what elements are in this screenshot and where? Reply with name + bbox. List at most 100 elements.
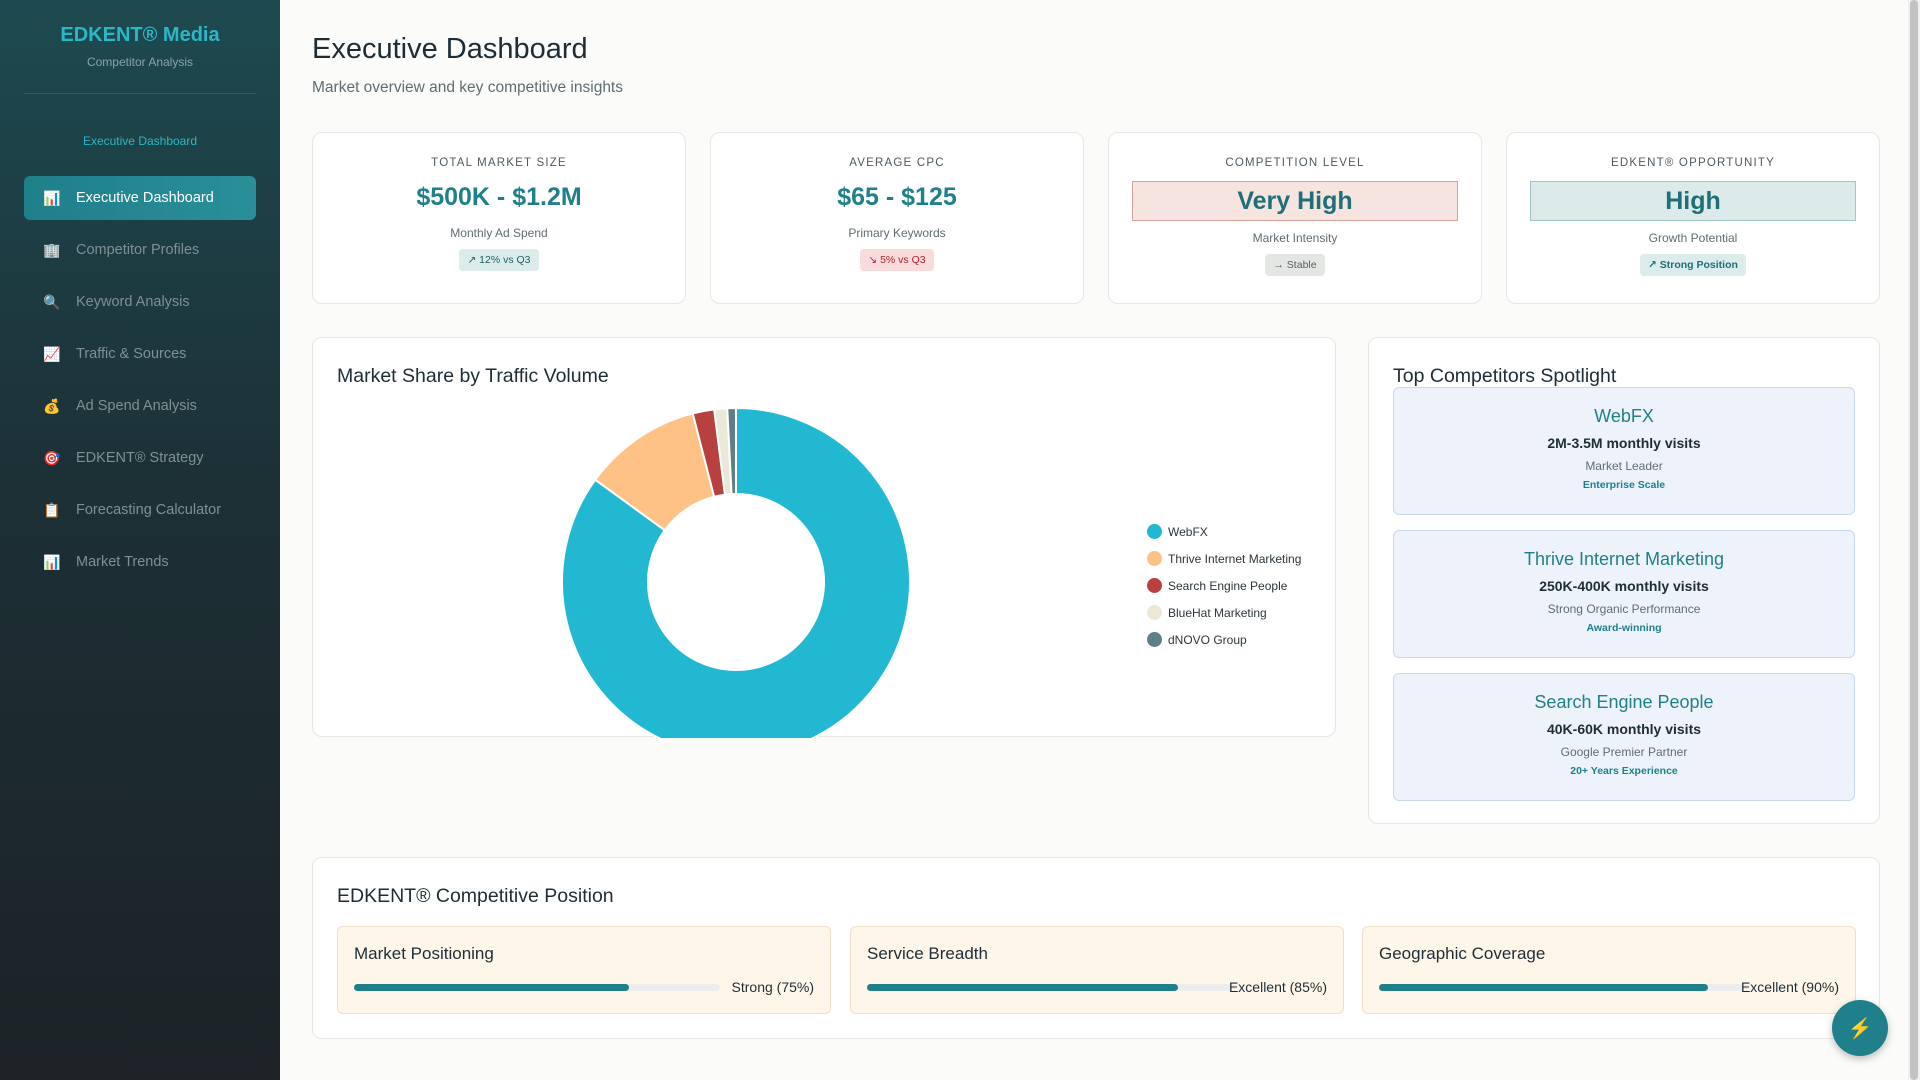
sidebar-item-label: Market Trends <box>76 554 169 570</box>
donut-chart <box>561 406 911 738</box>
sidebar-item-label: EDKENT® Strategy <box>76 450 204 466</box>
position-card-title: Market Positioning <box>354 944 494 963</box>
building-icon: 🏢 <box>43 241 61 258</box>
position-card-service-breadth: Service Breadth Excellent (85%) <box>850 926 1344 1014</box>
progress-track <box>1379 984 1745 991</box>
brand-title: EDKENT® Media <box>60 24 220 46</box>
kpi-card-edkent-opportunity: EDKENT® OPPORTUNITY High Growth Potentia… <box>1506 132 1880 304</box>
target-icon: 🎯 <box>43 449 61 466</box>
sidebar-item-label: Executive Dashboard <box>76 190 214 206</box>
sidebar: EDKENT® Media Competitor Analysis Execut… <box>0 0 280 1080</box>
sidebar-item-executive-dashboard[interactable]: 📊 Executive Dashboard <box>24 176 256 220</box>
legend-item[interactable]: dNOVO Group <box>1147 626 1301 653</box>
legend-label: BlueHat Marketing <box>1168 605 1267 620</box>
progress-fill <box>354 984 629 991</box>
brand: EDKENT® Media Competitor Analysis <box>24 0 256 94</box>
legend-item[interactable]: Thrive Internet Marketing <box>1147 545 1301 572</box>
position-card-value: Strong (75%) <box>731 979 814 995</box>
kpi-note: Market Intensity <box>1252 231 1338 245</box>
progress-fill <box>1379 984 1709 991</box>
lightning-icon: ⚡ <box>1847 1017 1873 1040</box>
scrollbar-thumb[interactable] <box>1910 0 1918 1080</box>
main-content: Executive Dashboard Market overview and … <box>312 0 1880 1080</box>
legend-swatch <box>1147 632 1162 647</box>
kpi-value: Very High <box>1132 181 1458 221</box>
kpi-label: TOTAL MARKET SIZE <box>431 157 567 169</box>
search-icon: 🔍 <box>43 293 61 310</box>
sidebar-item-competitor-profiles[interactable]: 🏢 Competitor Profiles <box>24 228 256 272</box>
legend-swatch <box>1147 524 1162 539</box>
sidebar-item-traffic-sources[interactable]: 📈 Traffic & Sources <box>24 332 256 376</box>
competitor-name: Search Engine People <box>1534 692 1714 712</box>
legend-swatch <box>1147 578 1162 593</box>
trend-badge: ↗ Strong Position <box>1640 254 1746 276</box>
market-share-panel: Market Share by Traffic Volume WebFX Thri… <box>312 337 1336 738</box>
competitive-position-panel: EDKENT® Competitive Position Market Posi… <box>312 857 1880 1039</box>
position-card-value: Excellent (85%) <box>1228 979 1327 995</box>
sidebar-item-label: Ad Spend Analysis <box>76 398 197 414</box>
legend-swatch <box>1147 605 1162 620</box>
sidebar-item-label: Traffic & Sources <box>76 346 187 362</box>
kpi-note: Growth Potential <box>1648 231 1738 245</box>
position-card-value: Excellent (90%) <box>1740 979 1839 995</box>
kpi-label: AVERAGE CPC <box>849 157 945 169</box>
kpi-label: COMPETITION LEVEL <box>1225 157 1365 169</box>
trend-badge: ↘ 5% vs Q3 <box>860 249 934 271</box>
competitor-card-thrive[interactable]: Thrive Internet Marketing 250K-400K mont… <box>1393 530 1855 658</box>
legend-label: Thrive Internet Marketing <box>1168 551 1302 566</box>
kpi-card-average-cpc: AVERAGE CPC $65 - $125 Primary Keywords … <box>710 132 1084 304</box>
kpi-value: $500K - $1.2M <box>416 183 582 211</box>
competitor-visits: 250K-400K monthly visits <box>1539 578 1709 594</box>
progress-fill <box>867 984 1179 991</box>
legend-item[interactable]: WebFX <box>1147 518 1301 545</box>
trend-badge: ↗ 12% vs Q3 <box>459 249 539 271</box>
legend-swatch <box>1147 551 1162 566</box>
position-card-market-positioning: Market Positioning Strong (75%) <box>337 926 831 1014</box>
kpi-value: $65 - $125 <box>837 183 957 211</box>
sidebar-item-edkent-strategy[interactable]: 🎯 EDKENT® Strategy <box>24 436 256 480</box>
page-title: Executive Dashboard <box>312 33 588 65</box>
competitor-visits: 40K-60K monthly visits <box>1546 721 1702 737</box>
progress-track <box>867 984 1233 991</box>
position-card-title: Geographic Coverage <box>1379 944 1546 963</box>
quick-action-button[interactable]: ⚡ <box>1832 1000 1888 1056</box>
clipboard-icon: 📋 <box>43 501 61 518</box>
competitor-name: Thrive Internet Marketing <box>1523 549 1725 569</box>
brand-subtitle: Competitor Analysis <box>86 55 194 69</box>
scrollbar[interactable] <box>1908 0 1920 1080</box>
competitor-visits: 2M-3.5M monthly visits <box>1547 435 1701 451</box>
legend-item[interactable]: BlueHat Marketing <box>1147 599 1301 626</box>
slice-dnovo-group[interactable] <box>726 406 737 496</box>
money-bag-icon: 💰 <box>43 397 61 414</box>
kpi-note: Monthly Ad Spend <box>450 226 548 240</box>
sidebar-nav: 📊 Executive Dashboard 🏢 Competitor Profi… <box>0 176 280 584</box>
spotlight-title: Top Competitors Spotlight <box>1393 365 1617 387</box>
chart-icon: 📊 <box>43 189 61 206</box>
competitor-card-webfx[interactable]: WebFX 2M-3.5M monthly visits Market Lead… <box>1393 387 1855 515</box>
legend-item[interactable]: Search Engine People <box>1147 572 1301 599</box>
kpi-note: Primary Keywords <box>848 226 946 240</box>
kpi-value: High <box>1530 181 1856 221</box>
legend-label: WebFX <box>1168 524 1208 539</box>
competitor-desc: Market Leader <box>1585 459 1663 473</box>
sidebar-item-keyword-analysis[interactable]: 🔍 Keyword Analysis <box>24 280 256 324</box>
sidebar-item-market-trends[interactable]: 📊 Market Trends <box>24 540 256 584</box>
sidebar-item-ad-spend-analysis[interactable]: 💰 Ad Spend Analysis <box>24 384 256 428</box>
competitors-spotlight-panel: Top Competitors Spotlight WebFX 2M-3.5M … <box>1368 337 1880 824</box>
sidebar-section-label: Executive Dashboard <box>82 134 198 148</box>
slice-webfx[interactable] <box>561 406 911 738</box>
market-share-title: Market Share by Traffic Volume <box>337 365 609 387</box>
competitor-tag: Enterprise Scale <box>1582 479 1666 491</box>
competitor-tag: 20+ Years Experience <box>1570 765 1678 777</box>
sidebar-item-label: Keyword Analysis <box>76 294 190 310</box>
legend-label: dNOVO Group <box>1168 632 1247 647</box>
trend-badge: → Stable <box>1265 254 1325 276</box>
page-subtitle: Market overview and key competitive insi… <box>312 79 623 96</box>
kpi-card-competition-level: COMPETITION LEVEL Very High Market Inten… <box>1108 132 1482 304</box>
sidebar-item-forecasting-calculator[interactable]: 📋 Forecasting Calculator <box>24 488 256 532</box>
kpi-label: EDKENT® OPPORTUNITY <box>1611 157 1775 169</box>
competitor-card-search-engine-people[interactable]: Search Engine People 40K-60K monthly vis… <box>1393 673 1855 801</box>
position-title: EDKENT® Competitive Position <box>337 885 614 907</box>
legend-label: Search Engine People <box>1168 578 1288 593</box>
sidebar-item-label: Forecasting Calculator <box>76 502 222 518</box>
